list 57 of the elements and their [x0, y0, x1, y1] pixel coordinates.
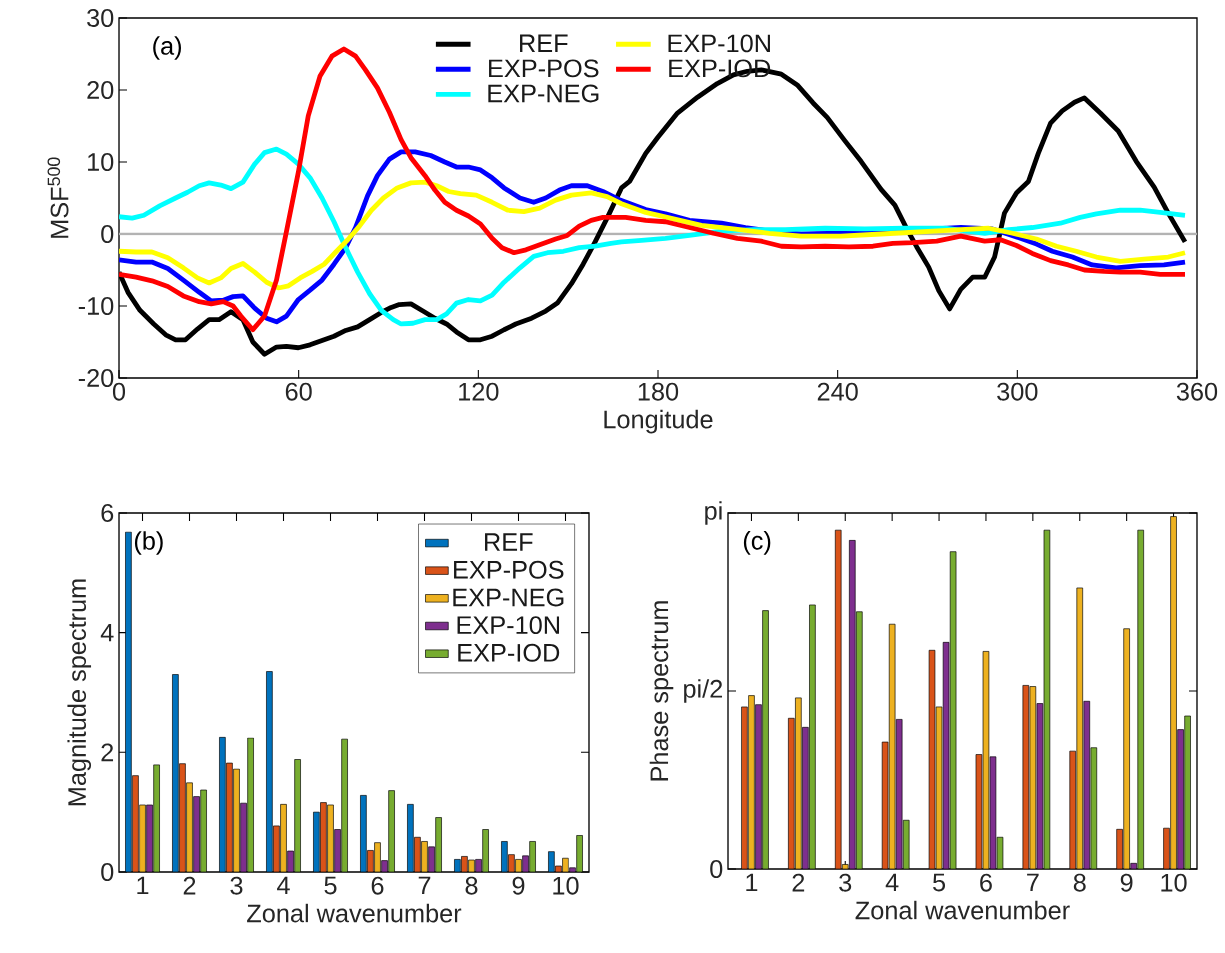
x-tick-label: 3 — [230, 876, 243, 895]
x-tick-label: 2 — [183, 876, 196, 895]
y-tick-label: 10 — [88, 153, 114, 171]
x-tick-label: 180 — [638, 382, 679, 401]
legend-label: EXP-IOD — [458, 643, 560, 662]
x-tick-label: 6 — [980, 873, 992, 892]
x-axis-title: Zonal wavenumber — [855, 900, 1070, 920]
x-tick-label: 4 — [277, 876, 290, 895]
x-tick-label: 4 — [885, 873, 899, 892]
x-tick-label: 1 — [746, 873, 758, 892]
x-tick-label: 1 — [137, 876, 149, 895]
legend-label: EXP-IOD — [669, 59, 771, 78]
y-tick-label: -10 — [78, 297, 114, 315]
x-tick-label: 120 — [459, 382, 499, 401]
x-tick-label: 6 — [371, 876, 384, 895]
x-axis-title: Zonal wavenumber — [247, 903, 462, 923]
y-tick-label: 4 — [100, 623, 114, 642]
x-tick-label: 10 — [553, 876, 579, 895]
legend-label: EXP-10N — [668, 34, 770, 53]
x-tick-label: 8 — [1073, 873, 1086, 892]
y-tick-label: pi — [705, 501, 722, 525]
y-tick-label: 0 — [101, 225, 114, 243]
y-tick-label: pi/2 — [684, 679, 723, 703]
y-axis-title: Phase spectrum — [649, 601, 674, 781]
x-tick-label: 3 — [839, 873, 852, 892]
y-tick-label: 30 — [87, 9, 114, 27]
x-tick-label: 7 — [1027, 873, 1039, 892]
x-tick-label: 300 — [997, 382, 1038, 401]
legend-label: REF — [485, 533, 533, 551]
legend-label: EXP-POS — [489, 59, 599, 78]
y-tick-label: -20 — [78, 369, 114, 387]
x-tick-label: 2 — [792, 873, 805, 892]
x-tick-label: 10 — [1161, 873, 1187, 892]
annotation: (b) — [134, 531, 163, 555]
x-tick-label: 9 — [512, 876, 525, 895]
y-axis-title: Magnitude spectrum — [67, 579, 92, 806]
annotation: (c) — [743, 531, 771, 555]
x-tick-label: 240 — [817, 382, 858, 401]
x-tick-label: 5 — [324, 876, 337, 895]
x-tick-label: 5 — [933, 873, 946, 892]
legend-label: REF — [520, 34, 568, 52]
x-axis-title: Longitude — [604, 409, 713, 434]
y-tick-label: 0 — [710, 860, 723, 878]
legend-label: EXP-POS — [454, 560, 564, 579]
y-tick-label: 6 — [101, 504, 114, 522]
annotation: (a) — [153, 36, 181, 60]
x-tick-label: 60 — [285, 382, 312, 401]
x-tick-label: 360 — [1176, 382, 1218, 401]
legend-label: EXP-NEG — [453, 588, 564, 607]
y-axis-title: MSF$^{500}$ — [47, 157, 69, 238]
y-tick-label: 20 — [87, 81, 114, 99]
x-tick-label: 9 — [1120, 873, 1133, 892]
legend-label: EXP-10N — [457, 616, 560, 635]
legend-label: EXP-NEG — [488, 84, 599, 103]
x-tick-label: 7 — [418, 876, 431, 895]
y-tick-label: 2 — [101, 743, 114, 762]
x-tick-label: 8 — [465, 876, 478, 895]
